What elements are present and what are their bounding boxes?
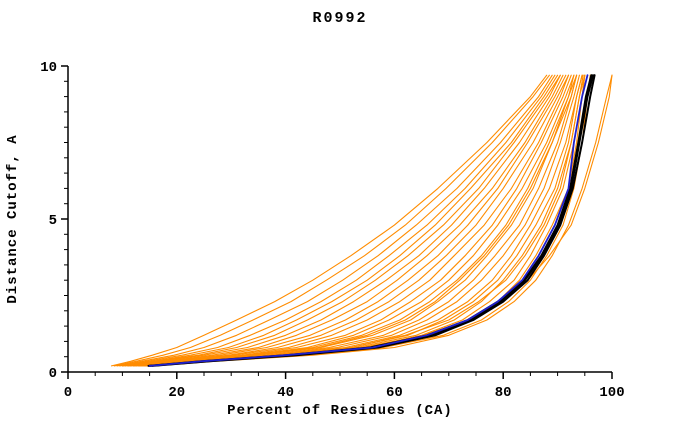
model-curve-orange — [130, 74, 570, 367]
model-curve-orange — [127, 74, 564, 367]
model-curve-orange — [121, 74, 561, 367]
model-curve-black — [148, 74, 594, 367]
x-tick-label: 0 — [64, 385, 72, 401]
model-curve-orange — [116, 74, 553, 367]
model-curve-orange — [110, 74, 548, 367]
y-tick-label: 0 — [49, 366, 57, 382]
model-curve-orange — [127, 74, 567, 367]
model-curve-orange — [119, 74, 556, 367]
model-curve-orange — [146, 74, 586, 367]
model-curve-orange — [132, 74, 572, 367]
y-tick-label: 10 — [40, 60, 57, 76]
model-curve-orange — [121, 74, 559, 367]
model-curve-orange — [143, 74, 584, 367]
model-curves — [110, 74, 613, 367]
model-curve-orange — [140, 74, 578, 367]
model-curve-orange — [154, 74, 613, 367]
y-tick-label: 5 — [49, 213, 57, 229]
y-axis-label: Distance Cutoff, A — [5, 134, 21, 303]
model-curve-orange — [132, 74, 570, 367]
x-tick-label: 40 — [277, 385, 294, 401]
model-curve-orange — [135, 74, 575, 367]
model-curve-orange — [140, 74, 580, 367]
model-curve-blue — [148, 74, 589, 367]
chart-title: R0992 — [312, 10, 367, 27]
x-tick-label: 80 — [495, 385, 512, 401]
x-axis-label: Percent of Residues (CA) — [227, 403, 453, 419]
x-tick-label: 60 — [386, 385, 403, 401]
model-curve-orange — [138, 74, 578, 367]
model-curve-orange — [143, 74, 586, 367]
x-tick-label: 100 — [599, 385, 624, 401]
model-curve-orange — [113, 74, 550, 367]
model-curve-black — [147, 74, 593, 367]
x-tick-label: 20 — [168, 385, 185, 401]
model-curve-orange — [124, 74, 561, 367]
axes: 0 20 40 60 80 100 0 5 10 — [40, 60, 624, 401]
